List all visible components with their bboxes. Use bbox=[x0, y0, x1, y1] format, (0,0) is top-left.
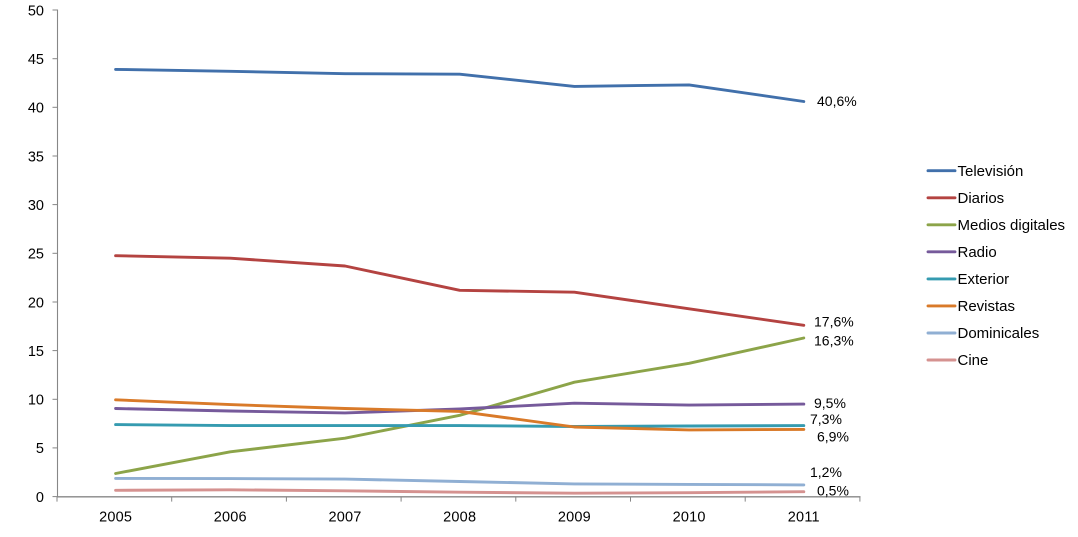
svg-text:7,3%: 7,3% bbox=[810, 411, 842, 427]
svg-text:2010: 2010 bbox=[673, 510, 706, 526]
svg-text:40: 40 bbox=[28, 101, 44, 117]
svg-text:Dominicales: Dominicales bbox=[958, 325, 1040, 342]
svg-text:9,5%: 9,5% bbox=[814, 395, 846, 411]
svg-text:0: 0 bbox=[36, 490, 44, 506]
svg-text:Radio: Radio bbox=[958, 244, 997, 261]
svg-text:Revistas: Revistas bbox=[958, 298, 1016, 315]
svg-text:40,6%: 40,6% bbox=[817, 93, 857, 109]
svg-text:20: 20 bbox=[28, 295, 44, 311]
svg-text:30: 30 bbox=[28, 198, 44, 214]
svg-text:2005: 2005 bbox=[99, 510, 132, 526]
svg-text:25: 25 bbox=[28, 247, 44, 263]
svg-text:2007: 2007 bbox=[328, 510, 361, 526]
svg-text:50: 50 bbox=[28, 3, 44, 19]
svg-text:10: 10 bbox=[28, 393, 44, 409]
svg-text:2008: 2008 bbox=[443, 510, 476, 526]
svg-text:15: 15 bbox=[28, 344, 44, 360]
svg-text:35: 35 bbox=[28, 149, 44, 165]
svg-text:Televisión: Televisión bbox=[958, 163, 1024, 180]
svg-text:5: 5 bbox=[36, 441, 44, 457]
svg-text:Diarios: Diarios bbox=[958, 190, 1005, 207]
svg-text:2011: 2011 bbox=[788, 510, 820, 526]
svg-text:Medios digitales: Medios digitales bbox=[958, 217, 1066, 234]
svg-text:45: 45 bbox=[28, 52, 44, 68]
svg-text:1,2%: 1,2% bbox=[810, 464, 842, 480]
svg-text:17,6%: 17,6% bbox=[814, 314, 854, 330]
svg-text:16,3%: 16,3% bbox=[814, 333, 854, 349]
svg-text:0,5%: 0,5% bbox=[817, 483, 849, 499]
svg-text:2006: 2006 bbox=[214, 510, 247, 526]
svg-text:2009: 2009 bbox=[558, 510, 591, 526]
svg-text:Cine: Cine bbox=[958, 352, 989, 369]
svg-text:Exterior: Exterior bbox=[958, 271, 1010, 288]
svg-text:6,9%: 6,9% bbox=[817, 429, 849, 445]
